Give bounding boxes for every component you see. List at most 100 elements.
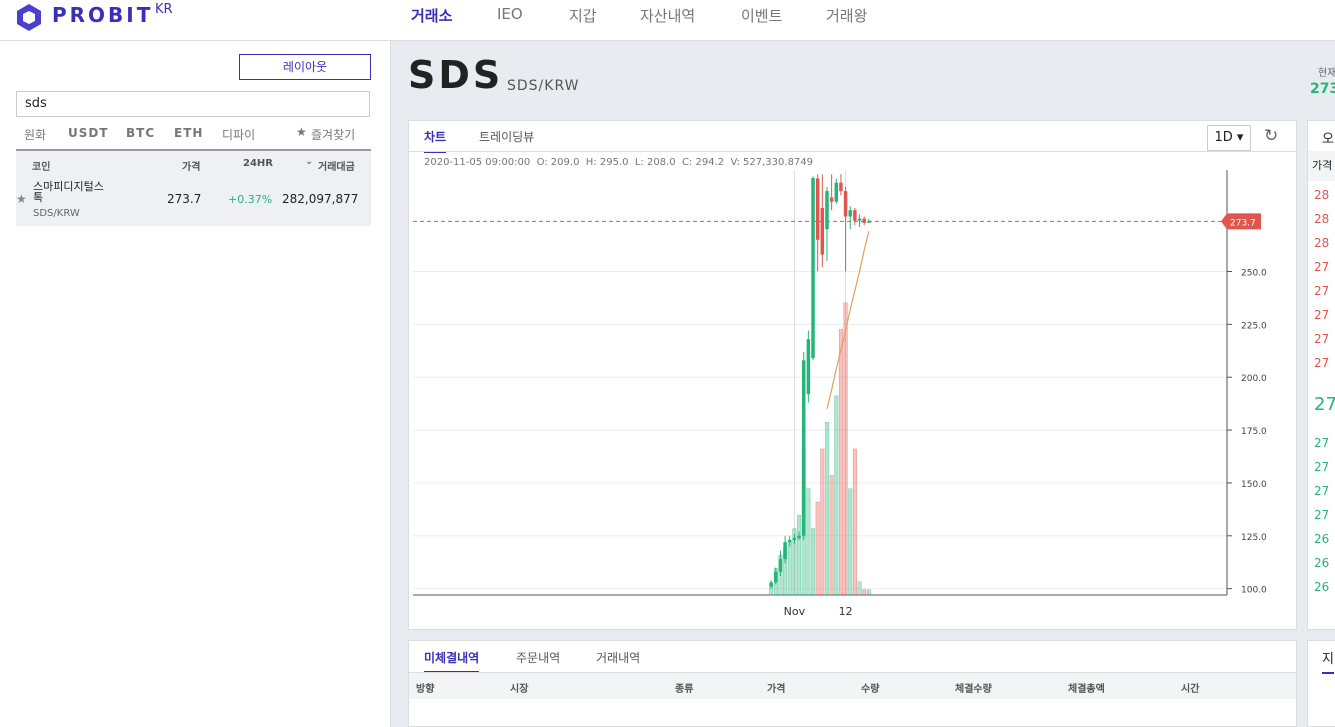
market-tab[interactable]: ETH (174, 126, 204, 140)
bid-price: 27 (1314, 508, 1330, 522)
y-tick-label: 225.0 (1241, 321, 1267, 331)
order-column: 체결수량 (955, 684, 992, 695)
symbol: SDS (408, 53, 504, 97)
ask-price: 27 (1314, 260, 1330, 274)
volume-bar (852, 448, 857, 596)
current-label: 현재 (1318, 68, 1335, 79)
order-tab[interactable]: 거래내역 (596, 651, 641, 665)
candle-body (778, 559, 783, 572)
last-price-label: 273.7 (1230, 218, 1256, 228)
bid-price: 26 (1314, 580, 1330, 594)
coin-column: 가격 (182, 162, 201, 173)
logo-icon (17, 4, 41, 31)
bid-price: 27 (1314, 460, 1330, 474)
market-tab[interactable]: BTC (126, 126, 156, 140)
star[interactable]: ★ (16, 192, 27, 206)
candle-body (843, 191, 848, 217)
coin-column: 코인 (32, 162, 51, 173)
order-column: 방향 (416, 684, 435, 695)
sidebar: 레이아웃 sds 원화 USDT BTC ETH 디파이 즐겨찾기 ★ 코인 가격 24HR 거래… (0, 41, 391, 727)
side-tab[interactable]: 지 (1322, 648, 1334, 674)
coin-price: 273.7 (167, 192, 202, 206)
nav-item[interactable]: 거래소 (411, 7, 453, 25)
order-tab[interactable]: 주문내역 (516, 651, 561, 665)
candle-body (829, 197, 834, 202)
last-price-tag (1221, 213, 1261, 230)
market-tab[interactable]: 원화 (24, 128, 47, 142)
candle-body (815, 178, 820, 240)
chart: 100.0 125.0 150.0 175.0 200.0 225.0 250.0 Nov 12… (413, 170, 1267, 618)
volume-bar (862, 589, 867, 596)
bid-price: 27 (1314, 436, 1330, 450)
volume-bar (824, 422, 829, 596)
bid-price: 27 (1314, 484, 1330, 498)
side-bottom-panel: 지 (1307, 640, 1335, 727)
candle-body (806, 339, 811, 395)
volume-bar (866, 589, 871, 596)
coin-column: 24HR (243, 158, 273, 169)
orderbook-header: 가격 (1308, 151, 1335, 181)
market-tab[interactable]: 디파이 (222, 128, 256, 142)
interval: 1D (1214, 130, 1233, 145)
order-column: 가격 (767, 684, 786, 695)
current-value: 273 (1310, 81, 1335, 97)
moving-average (826, 231, 870, 410)
interval-select[interactable]: 1D ▾ (1207, 125, 1251, 151)
reset-icon[interactable]: ↻ (1264, 126, 1279, 146)
nav-item[interactable]: 자산내역 (640, 7, 696, 25)
order-tab[interactable]: 미체결내역 (424, 649, 480, 673)
volume-bar (857, 581, 862, 596)
volume-bar (834, 395, 839, 596)
chart-tab[interactable]: 트레이딩뷰 (479, 130, 535, 144)
search-input[interactable]: sds (16, 91, 370, 117)
candle-body (792, 537, 797, 541)
bid-price: 26 (1314, 532, 1330, 546)
nav-item[interactable]: 거래왕 (826, 7, 868, 25)
order-column: 시간 (1181, 684, 1200, 695)
coin-name[interactable]: 스마피디지털스톡 (33, 180, 104, 204)
y-tick-label: 150.0 (1241, 480, 1267, 490)
candle-body (857, 218, 862, 221)
coin-table (16, 149, 371, 226)
order-column: 시장 (510, 684, 529, 695)
nav-item[interactable]: IEO (497, 5, 523, 23)
order-column: 종류 (675, 684, 694, 695)
chart-panel: 차트 트레이딩뷰 1D ▾ ↻ 2020-11-05 09:00:00 O: 20… (408, 120, 1297, 630)
candle-body (839, 182, 843, 192)
coin-column: 거래대금 (318, 162, 355, 173)
ask-price: 28 (1314, 236, 1330, 250)
candle-body (862, 218, 866, 223)
candle-body (774, 571, 778, 583)
y-tick-label: 100.0 (1241, 586, 1267, 596)
ask-price: 27 (1314, 356, 1330, 370)
candle-body (788, 540, 792, 543)
candle-body (811, 178, 815, 359)
orderbook: 오 가격 28 28 28 27 27 27 27 27 27 27 27 27 27 26 26 26 (1307, 120, 1335, 630)
ohlc-info: 2020-11-05 09:00:00 O: 209.0 H: 295.0 L:… (424, 157, 814, 168)
candle-body (801, 360, 806, 536)
order-column: 수량 (861, 684, 880, 695)
volume-bar (829, 475, 834, 596)
candle-body (820, 208, 825, 255)
volume-bar (838, 329, 843, 596)
candle-body (834, 182, 839, 202)
sort-icon: ⌄ (305, 156, 314, 167)
market-tab[interactable]: 즐겨찾기 (311, 128, 356, 142)
volume-bar (792, 528, 797, 596)
volume-bar (787, 541, 792, 596)
chart-tab[interactable]: 차트 (424, 128, 447, 153)
bottom-panel: 미체결내역 주문내역 거래내역 방향 시장 종류 가격 수량 체결수량 체결총액 시간 (408, 640, 1297, 727)
nav-item[interactable]: 지갑 (569, 7, 597, 25)
ask-price: 27 (1314, 284, 1330, 298)
market-tab[interactable]: USDT (68, 126, 109, 140)
candle-body (867, 221, 871, 223)
volume-bar (806, 488, 811, 596)
bid-price: 26 (1314, 556, 1330, 570)
volume-bar (815, 501, 820, 596)
volume-bar (848, 488, 853, 596)
layout-button[interactable]: 레이아웃 (239, 54, 371, 80)
coin-change: +0.37% (228, 193, 273, 206)
nav-item[interactable]: 이벤트 (741, 7, 783, 25)
volume-bar (811, 528, 816, 596)
